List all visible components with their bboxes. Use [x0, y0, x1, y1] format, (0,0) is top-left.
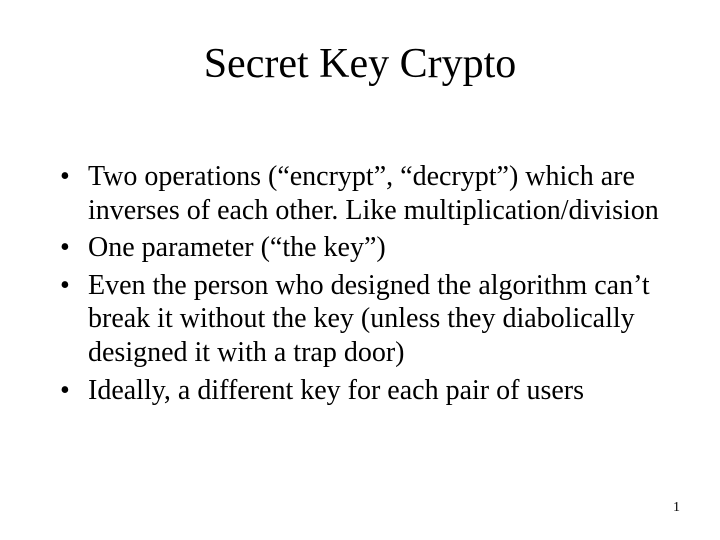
list-item: Even the person who designed the algorit…	[60, 269, 680, 370]
list-item: Two operations (“encrypt”, “decrypt”) wh…	[60, 160, 680, 227]
list-item: One parameter (“the key”)	[60, 231, 680, 265]
slide-title: Secret Key Crypto	[0, 40, 720, 88]
slide-body: Two operations (“encrypt”, “decrypt”) wh…	[60, 160, 680, 411]
bullet-list: Two operations (“encrypt”, “decrypt”) wh…	[60, 160, 680, 407]
slide: Secret Key Crypto Two operations (“encry…	[0, 0, 720, 540]
page-number: 1	[673, 500, 680, 516]
list-item: Ideally, a different key for each pair o…	[60, 374, 680, 408]
